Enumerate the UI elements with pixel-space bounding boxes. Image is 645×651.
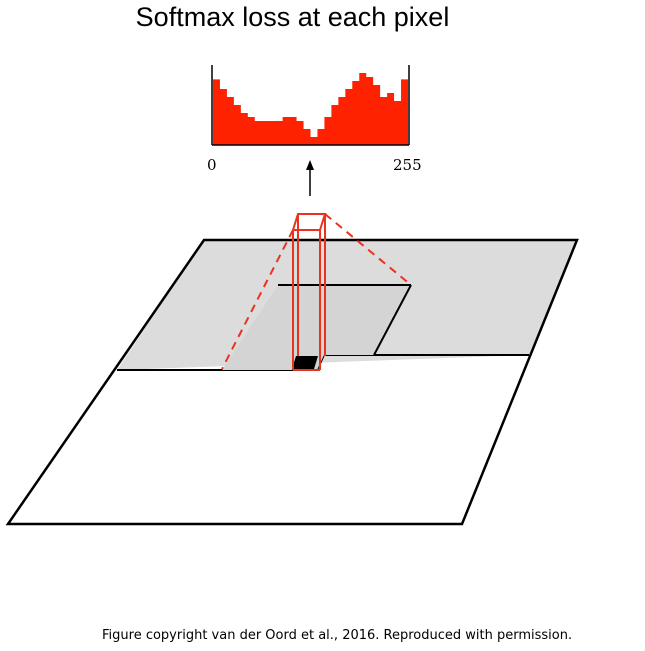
softmax-histogram: 0 255 bbox=[207, 65, 422, 174]
figure-title: Softmax loss at each pixel bbox=[135, 2, 450, 32]
projection-line-left bbox=[221, 229, 294, 370]
histogram-min-label: 0 bbox=[207, 156, 217, 174]
histogram-bars bbox=[213, 73, 408, 145]
histogram-max-label: 255 bbox=[393, 156, 422, 174]
up-arrow-icon bbox=[306, 160, 314, 196]
image-plane-lower bbox=[8, 355, 529, 524]
histogram-area bbox=[213, 73, 408, 145]
projection-line-right bbox=[324, 213, 412, 286]
context-window bbox=[222, 285, 411, 370]
output-column bbox=[291, 213, 327, 371]
current-pixel bbox=[292, 356, 318, 369]
image-plane-border bbox=[5, 238, 579, 526]
figure-caption: Figure copyright van der Oord et al., 20… bbox=[102, 628, 573, 643]
context-window-right-edge bbox=[373, 284, 412, 356]
